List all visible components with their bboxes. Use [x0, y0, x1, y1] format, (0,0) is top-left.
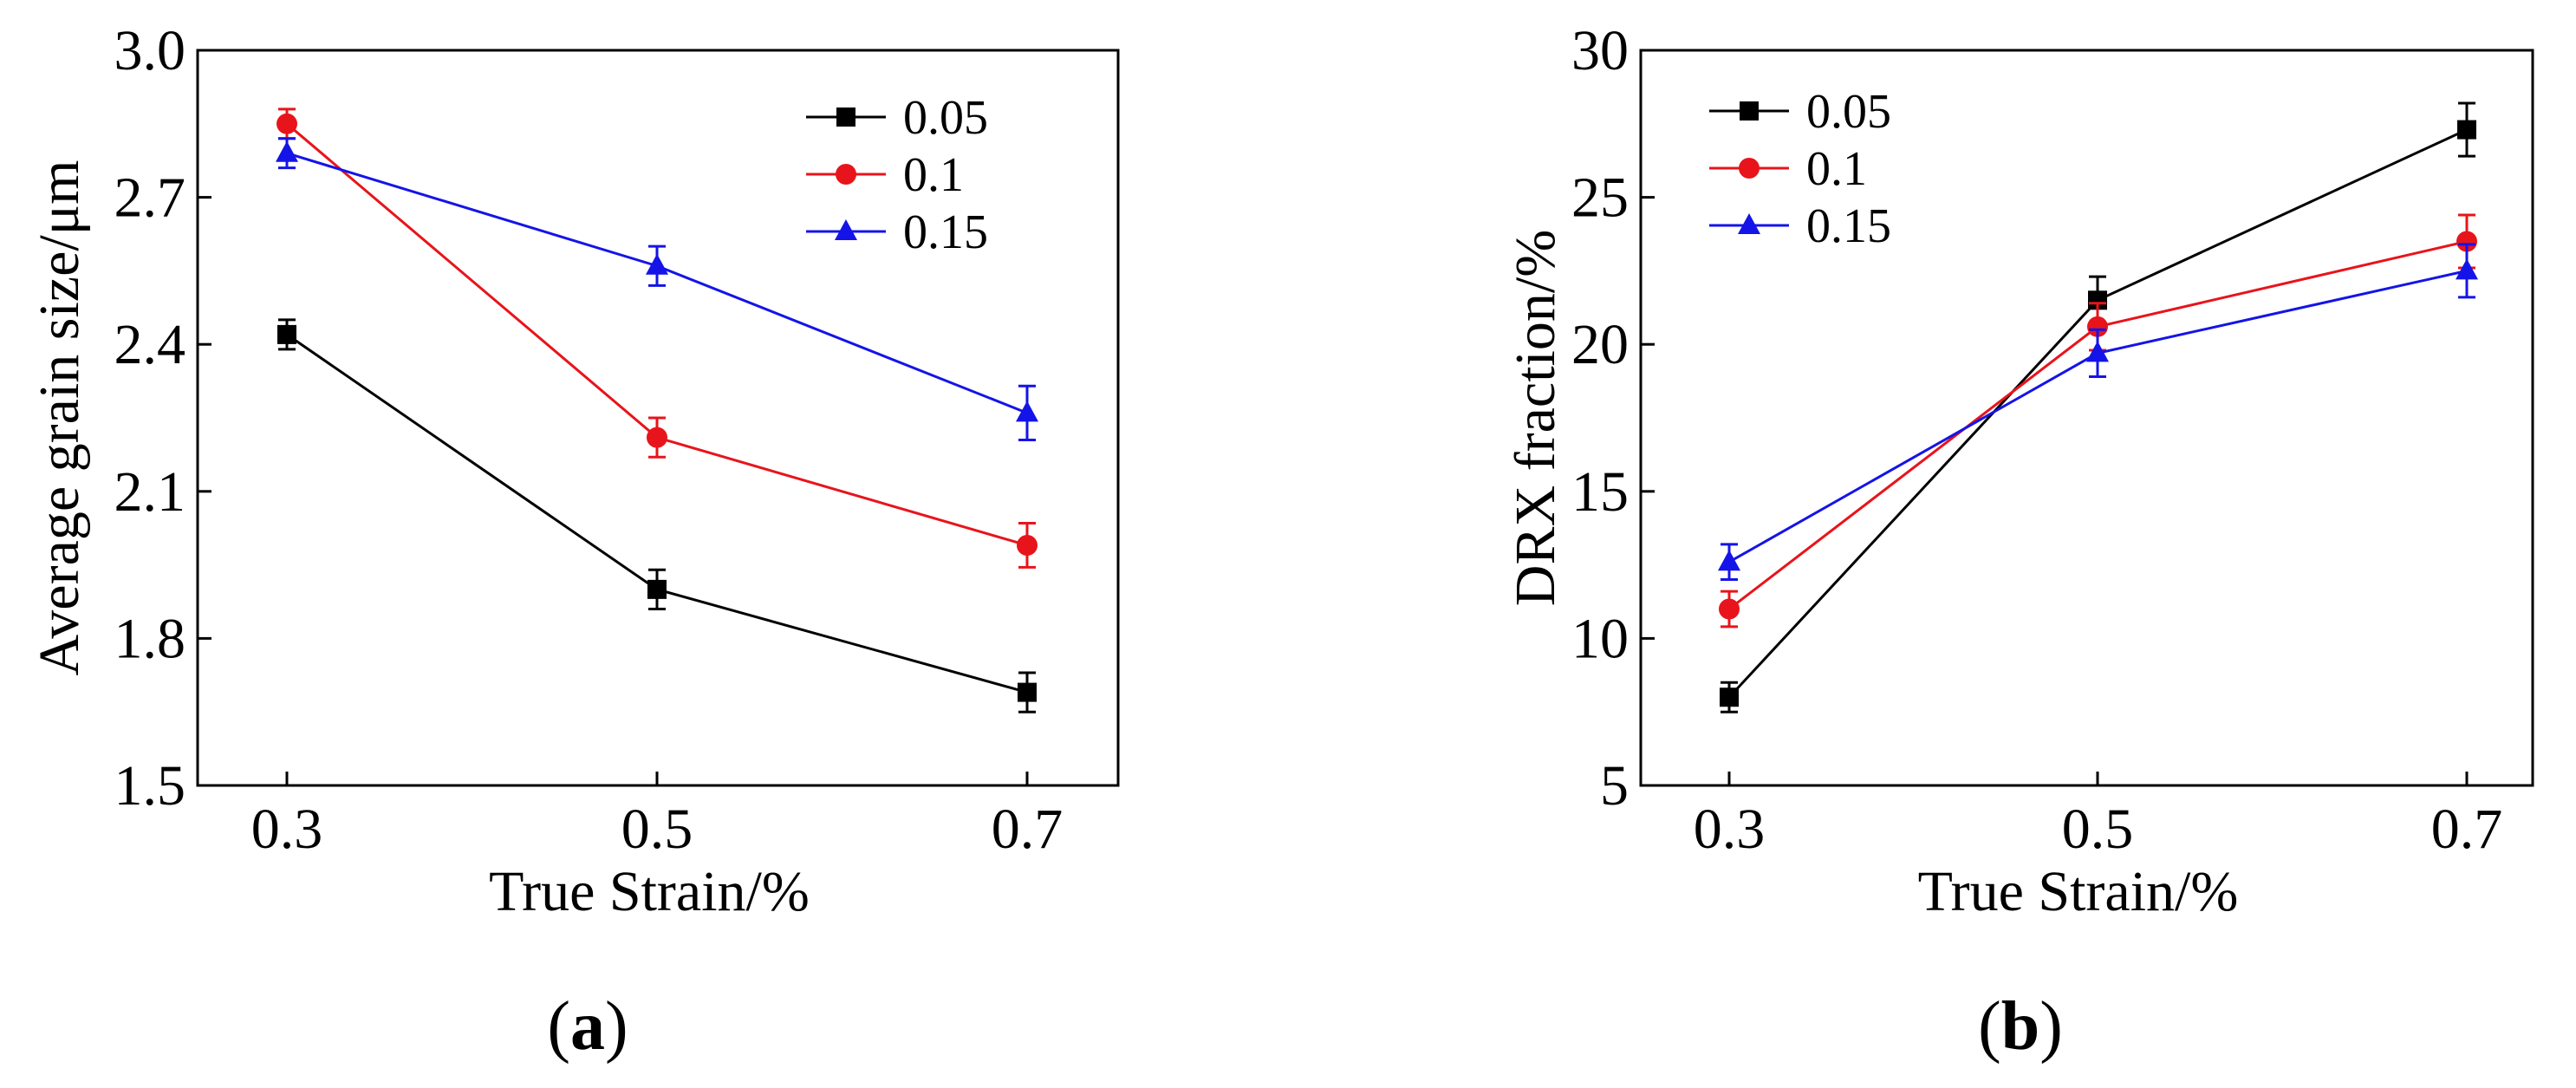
y-tick-label: 1.8 — [114, 607, 186, 670]
y-tick-label: 15 — [1571, 460, 1629, 524]
legend-marker — [836, 164, 856, 185]
data-point — [2457, 120, 2476, 140]
x-axis-label: True Strain/% — [1918, 860, 2239, 923]
data-point — [1016, 401, 1038, 422]
data-point — [2456, 231, 2477, 252]
y-tick-label: 1.5 — [114, 754, 186, 818]
x-tick-label: 0.7 — [992, 798, 1064, 861]
legend-label: 0.1 — [1806, 142, 1867, 196]
data-point — [1718, 550, 1740, 571]
data-point — [2087, 316, 2108, 337]
x-tick-label: 0.3 — [251, 798, 323, 861]
legend-marker — [1738, 213, 1760, 234]
x-tick-label: 0.7 — [2431, 798, 2503, 861]
data-point — [646, 253, 668, 275]
data-point — [277, 324, 296, 344]
legend-item: 0.15 — [1709, 199, 1891, 253]
x-tick-label: 0.5 — [621, 798, 693, 861]
chart-panel-a: 1.5 1.8 2.1 2.4 2.7 3.0 0.3 0.5 0.7 True Strain/%… — [28, 19, 1120, 1065]
legend-label: 0.1 — [903, 148, 964, 202]
series-0_15 — [276, 137, 1038, 441]
legend-marker — [1739, 158, 1760, 179]
y-axis-label: DRX fraction/% — [1504, 230, 1567, 606]
data-point — [1719, 598, 1740, 620]
panel-label: (b) — [1978, 988, 2063, 1065]
y-tick-label: 20 — [1571, 313, 1629, 376]
data-point — [1720, 687, 1739, 707]
chart-panel-b: 5 10 15 20 25 30 0.3 0.5 0.7 True Strain/% DRX fra… — [1504, 19, 2534, 1065]
y-tick-label: 2.7 — [114, 166, 186, 230]
legend-label: 0.05 — [903, 91, 988, 145]
data-point — [647, 579, 667, 599]
series-0_15 — [1718, 243, 2478, 582]
x-axis-label: True Strain/% — [489, 860, 810, 923]
data-point — [276, 113, 297, 134]
legend-marker — [836, 107, 855, 127]
panel-letter: b — [2001, 988, 2040, 1065]
data-point — [2088, 290, 2107, 310]
y-tick-label: 30 — [1571, 19, 1629, 82]
legend-label: 0.05 — [1806, 85, 1891, 139]
legend-label: 0.15 — [1806, 199, 1891, 253]
panel-letter: a — [570, 988, 605, 1065]
x-tick-label: 0.5 — [2062, 798, 2134, 861]
legend-label: 0.15 — [903, 205, 988, 259]
y-axis-label: Average grain size/μm — [28, 160, 91, 676]
y-tick-label: 10 — [1571, 607, 1629, 670]
legend-marker — [835, 219, 857, 240]
panel-label: (a) — [547, 988, 628, 1065]
plot-frame — [1639, 49, 2534, 787]
data-point — [2086, 341, 2109, 362]
y-tick-label: 5 — [1600, 754, 1629, 818]
legend-item: 0.1 — [1709, 142, 1867, 196]
y-tick-label: 2.4 — [114, 313, 186, 376]
y-tick-label: 2.1 — [114, 460, 186, 524]
legend-marker — [1740, 101, 1759, 121]
legend-item: 0.1 — [806, 148, 964, 202]
data-point — [647, 427, 667, 448]
data-point — [1018, 682, 1037, 702]
series-0_1 — [276, 107, 1038, 569]
data-point — [1017, 534, 1038, 556]
y-tick-label: 25 — [1571, 166, 1629, 230]
y-tick-label: 3.0 — [114, 19, 186, 82]
legend-item: 0.15 — [806, 205, 988, 259]
legend-item: 0.05 — [1709, 85, 1891, 139]
series-0_05 — [277, 318, 1037, 713]
data-point — [2456, 258, 2478, 280]
x-tick-label: 0.3 — [1694, 798, 1766, 861]
series-0_1 — [1719, 213, 2477, 629]
legend-item: 0.05 — [806, 91, 988, 145]
data-point — [276, 140, 298, 162]
